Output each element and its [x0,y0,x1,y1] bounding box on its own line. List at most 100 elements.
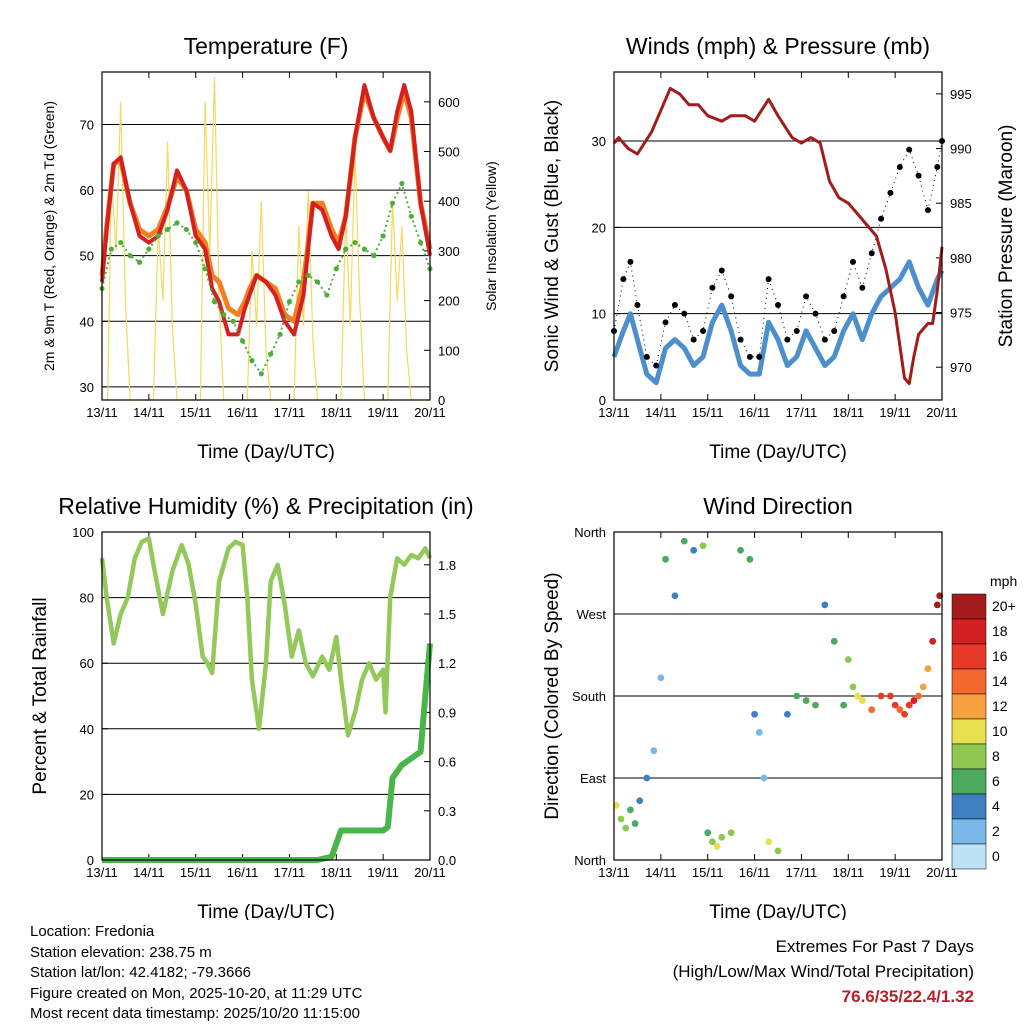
humidity-ytick-right-label: 1.8 [438,558,456,573]
wind-direction-point [849,683,857,691]
temperature-ytick-label: 70 [80,117,94,132]
humidity-xtick-label: 19/11 [367,865,399,880]
winds-ylabel: Sonic Wind & Gust (Blue, Black) [542,100,563,372]
humidity-panel: Relative Humidity (%) & Precipitation (i… [30,493,474,920]
winds-ytick-right-label: 970 [950,360,972,375]
temperature-xtick-label: 14/11 [133,405,165,420]
elevation-text: Station elevation: 238.75 m [30,943,212,961]
wind-direction-xtick-label: 14/11 [645,865,677,880]
humidity-ytick-label: 20 [80,787,94,802]
wind-direction-point [793,692,801,700]
created-text: Figure created on Mon, 2025-10-20, at 11… [30,984,363,1002]
winds-panel: Winds (mph) & Pressure (mb) 0 10 20 30 970 975… [542,33,1017,463]
humidity-ytick-label: 80 [80,591,94,606]
dewpoint-point [361,246,367,252]
gust-point [709,284,716,291]
humidity-ytick-right-label: 0.6 [438,755,456,770]
wind-direction-point [662,555,669,563]
wind-direction-point [868,706,876,714]
wind-direction-point [929,637,937,645]
colorbar-swatch [951,768,987,795]
colorbar-swatch [951,643,987,670]
wind-direction-point [704,829,712,837]
gust-point [831,327,838,334]
wind-direction-point [627,806,634,814]
humidity-ytick-right-label: 0.3 [438,804,456,819]
temperature-xtick-label: 16/11 [227,405,259,420]
gust-point [627,258,634,265]
wind-direction-xtick-label: 16/11 [739,865,771,880]
station-pressure-line [612,86,944,386]
gust-point [700,327,707,334]
wind-direction-point [680,537,688,545]
humidity-title: Relative Humidity (%) & Precipitation (i… [58,493,473,519]
temperature-ytick-right-label: 500 [438,145,460,160]
wind-direction-point [844,656,852,663]
temperature-ylabel: 2m & 9m T (Red, Orange) & 2m Td (Green) [41,101,57,371]
gust-point [784,336,791,343]
timestamp-text: Most recent data timestamp: 2025/10/20 1… [30,1005,360,1022]
colorbar-swatch [951,793,987,820]
wind-direction-xtick-label: 13/11 [598,865,630,880]
wind-direction-point [840,701,847,709]
gust-point [620,276,627,283]
winds-xtick-label: 13/11 [598,405,630,420]
temperature-xtick-label: 19/11 [367,405,399,420]
wind-direction-frame [613,531,943,861]
winds-xtick-label: 16/11 [739,405,771,420]
dewpoint-point [193,239,199,246]
colorbar-label: 18 [992,623,1008,639]
wind-direction-point [765,838,773,846]
extremes-subtitle: (High/Low/Max Wind/Total Precipitation) [672,962,974,981]
colorbar-label: 10 [992,723,1008,739]
gust-point [746,353,753,360]
wind-direction-point [858,697,866,704]
gust-point [849,258,856,265]
gust-point [775,302,781,309]
humidity-xtick-label: 18/11 [320,865,352,880]
humidity-xtick-label: 17/11 [274,865,306,880]
winds-ytick-label: 0 [599,393,606,408]
wind-direction-point [612,801,620,809]
colorbar-swatch [951,743,987,770]
gust-point [671,302,678,309]
winds-ytick-label: 20 [592,220,606,235]
gust-point [812,310,819,317]
wind-direction-point [718,833,726,841]
humidity-ylabel: Percent & Total Rainfall [30,597,51,794]
wind-direction-point [643,774,651,782]
wind-direction-point [783,710,791,718]
latlon-text: Station lat/lon: 42.4182; -79.3666 [30,964,252,981]
wind-direction-point [915,692,922,700]
wind-direction-xtick-label: 19/11 [879,865,911,880]
temperature-ytick-label: 40 [80,314,94,329]
colorbar-label: 14 [992,673,1008,689]
wind-direction-ytick-label: North [574,853,606,868]
gust-point [868,250,875,257]
humidity-ytick-label: 40 [80,722,94,737]
wind-direction-ytick-label: North [574,525,606,540]
wind-direction-ytick-label: South [572,689,606,704]
colorbar-swatch [951,668,987,695]
temperature-xtick-label: 17/11 [274,405,306,420]
temperature-ytick-right-label: 300 [438,244,460,259]
colorbar-swatch [951,718,987,745]
humidity-ytick-right-label: 0.0 [438,853,456,868]
temperature-panel: Temperature (F) 30 40 50 60 70 0 100 200 300 400 50… [41,33,499,463]
wind-direction-ylabel: Direction (Colored By Speed) [542,572,563,819]
humidity-xtick-label: 14/11 [133,865,165,880]
humidity-ytick-label: 60 [80,656,94,671]
colorbar-swatch [951,593,987,620]
temperature-xtick-label: 13/11 [86,405,118,420]
colorbar-label: 0 [992,848,1000,864]
gust-point [765,276,772,283]
humidity-xtick-label: 16/11 [227,865,259,880]
temp-2m-line [100,83,432,337]
winds-ytick-label: 10 [592,307,606,322]
wind-direction-point [812,701,819,709]
gust-point [803,293,810,300]
humidity-ytick-label: 100 [72,525,94,540]
precipitation-line [102,643,433,863]
temp-9m-line [99,89,433,324]
gust-point [840,293,847,300]
